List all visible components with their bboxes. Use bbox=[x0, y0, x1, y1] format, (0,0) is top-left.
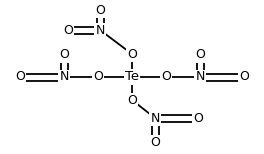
Text: O: O bbox=[93, 71, 103, 83]
Text: N: N bbox=[150, 111, 160, 124]
Text: O: O bbox=[15, 71, 25, 83]
Text: O: O bbox=[239, 71, 249, 83]
Text: O: O bbox=[150, 136, 160, 148]
Text: O: O bbox=[95, 4, 105, 16]
Text: N: N bbox=[59, 71, 69, 83]
Text: Te: Te bbox=[125, 71, 139, 83]
Text: O: O bbox=[63, 24, 73, 36]
Text: O: O bbox=[193, 111, 203, 124]
Text: O: O bbox=[59, 49, 69, 61]
Text: O: O bbox=[127, 93, 137, 107]
Text: O: O bbox=[127, 47, 137, 61]
Text: N: N bbox=[95, 24, 105, 36]
Text: O: O bbox=[195, 49, 205, 61]
Text: O: O bbox=[161, 71, 171, 83]
Text: N: N bbox=[195, 71, 205, 83]
